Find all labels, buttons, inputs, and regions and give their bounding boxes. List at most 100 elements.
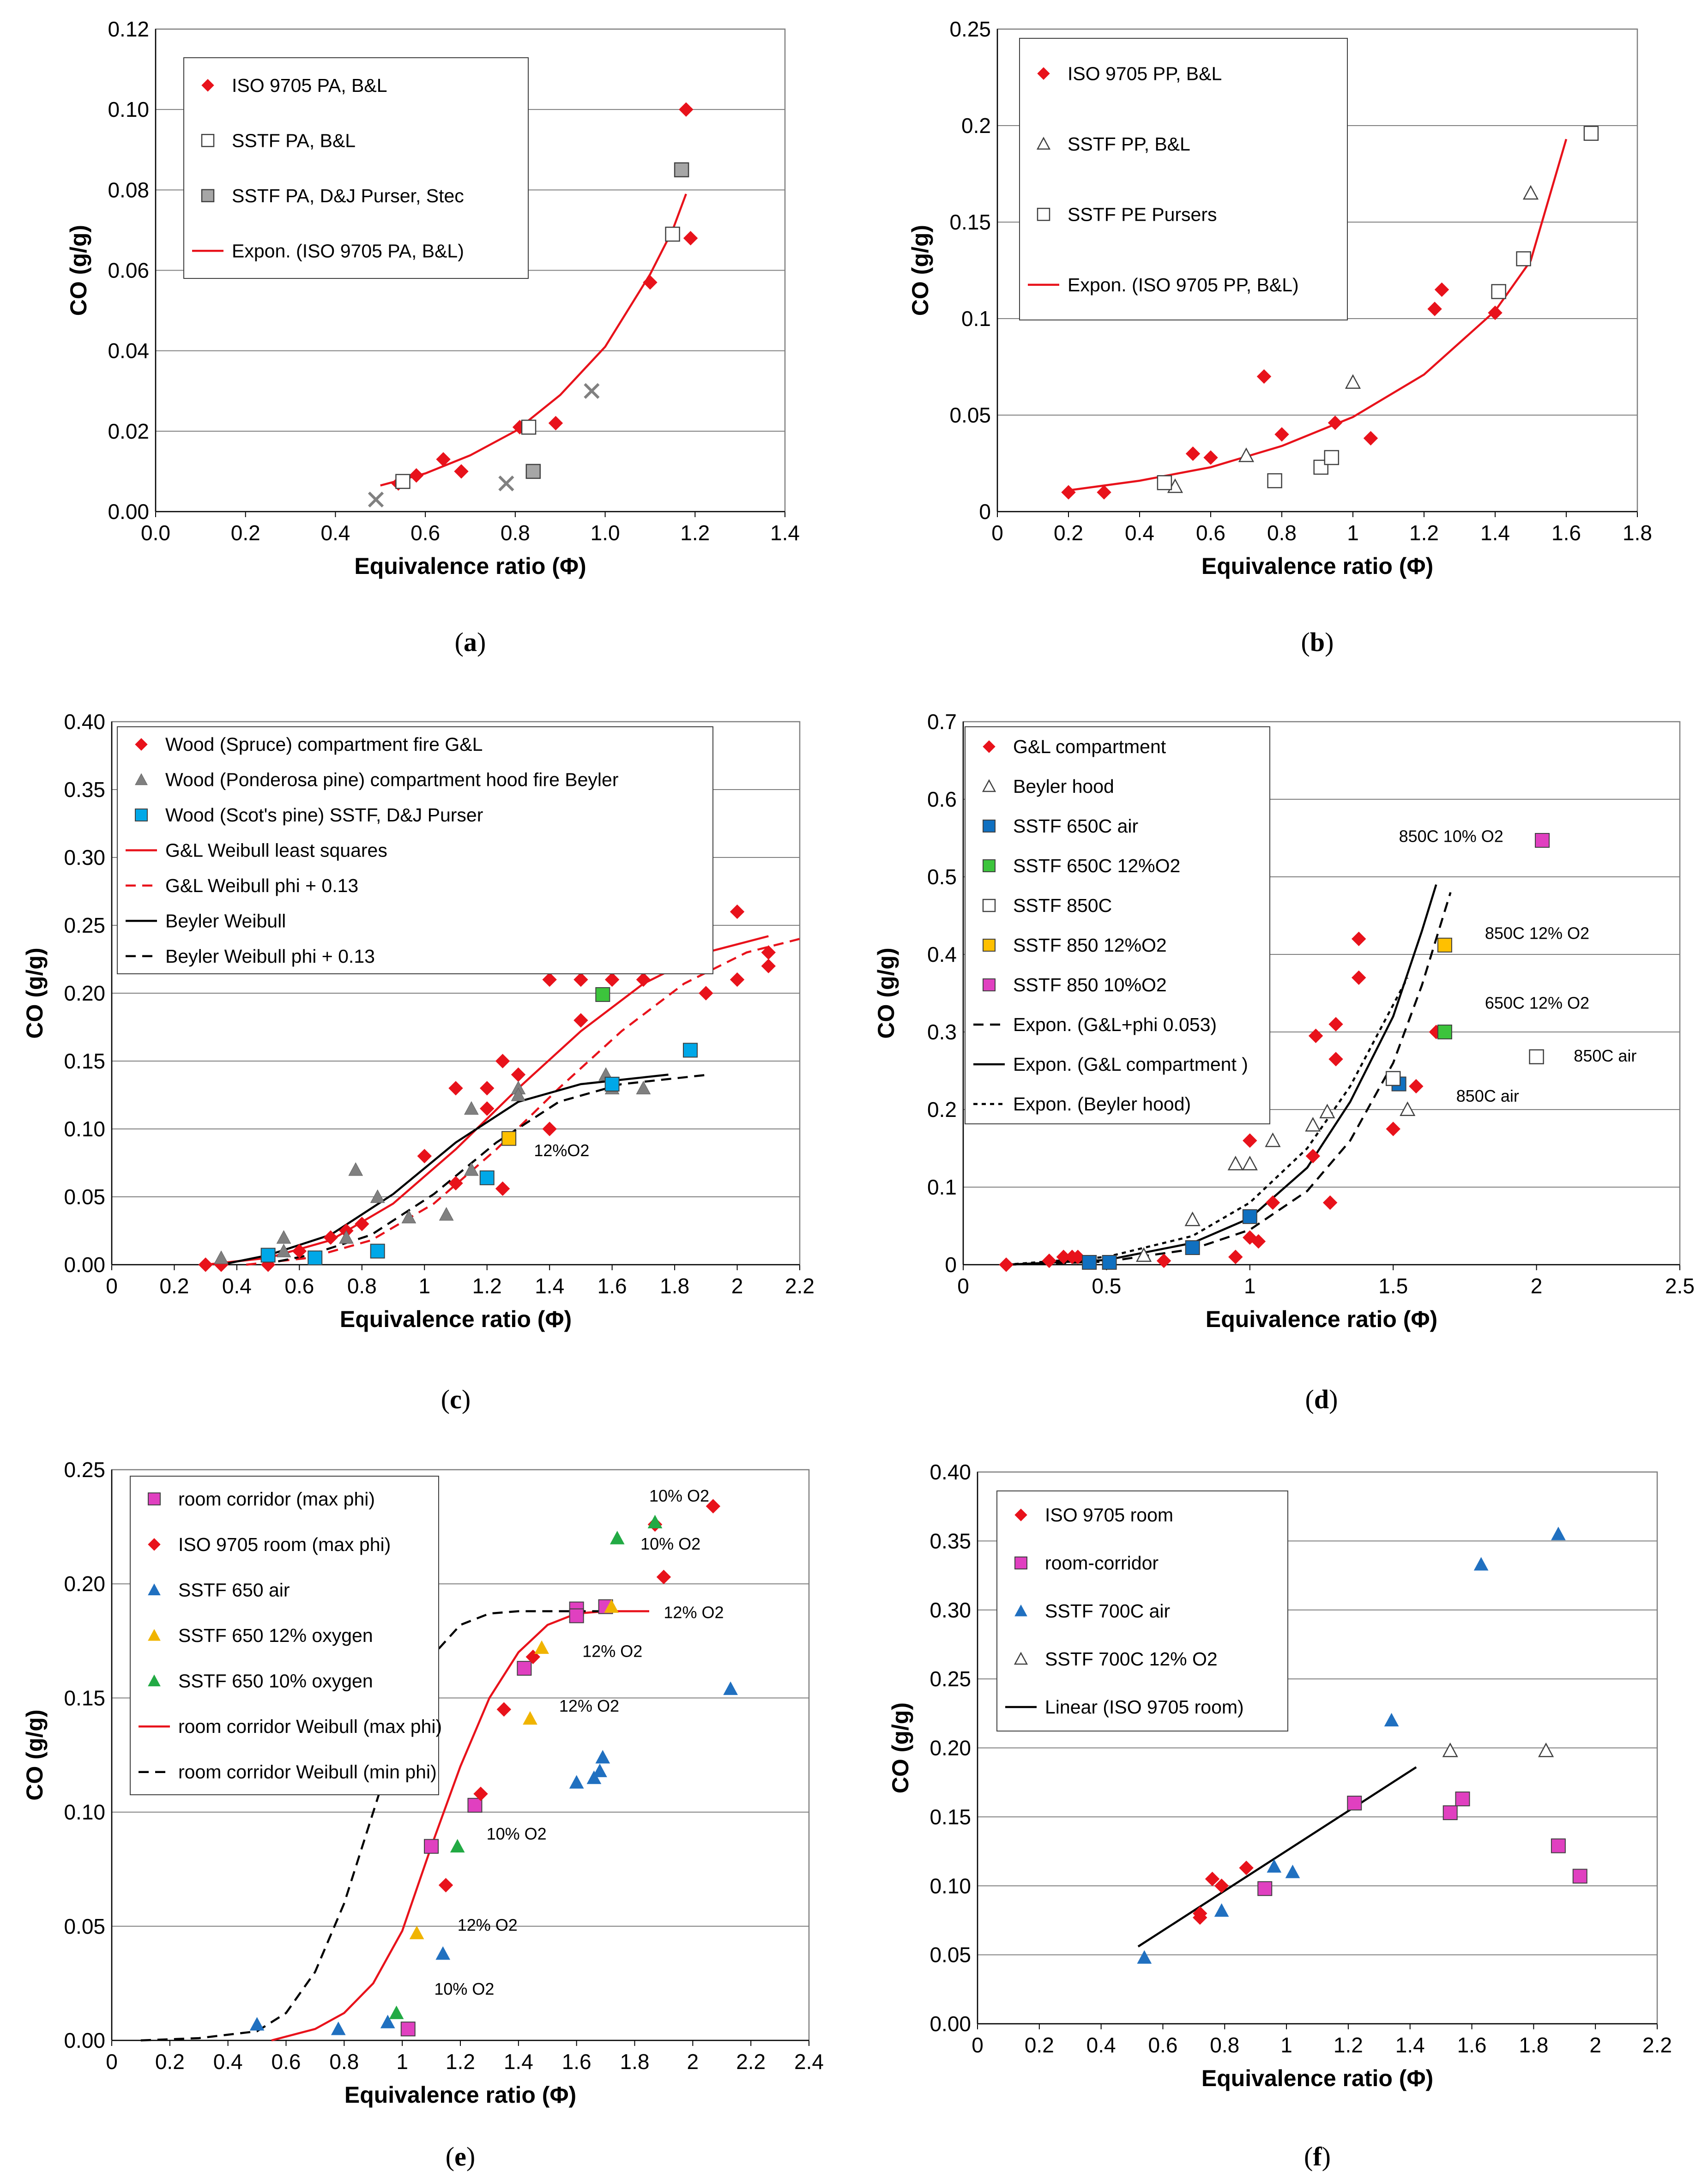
- x-axis-title: Equivalence ratio (Φ): [1201, 553, 1433, 579]
- data-point: [1097, 485, 1111, 500]
- data-point: [604, 1076, 620, 1092]
- data-point: [409, 468, 424, 483]
- data-point: [1322, 1195, 1338, 1210]
- data-point: [473, 1786, 488, 1801]
- data-point: [1583, 126, 1599, 141]
- data-point: [656, 1569, 671, 1585]
- y-axis-title: CO (g/g): [907, 225, 933, 316]
- fit-line: [140, 1610, 606, 2042]
- legend-label: Expon. (G&L+phi 0.053): [1013, 1014, 1217, 1035]
- x-tick-label: 0.8: [1210, 2033, 1239, 2057]
- data-point: [1102, 1255, 1117, 1270]
- x-tick-label: 1.8: [660, 1274, 689, 1298]
- x-tick-label: 0: [972, 2033, 984, 2057]
- legend-label: SSTF 650C 12%O2: [1013, 855, 1180, 876]
- data-point: [542, 972, 557, 987]
- data-point: [380, 2015, 395, 2028]
- legend-label: Beyler hood: [1013, 776, 1114, 797]
- x-tick-label: 1.8: [1519, 2033, 1548, 2057]
- legend-label: ISO 9705 room (max phi): [178, 1534, 391, 1555]
- legend-label: SSTF 850 12%O2: [1013, 935, 1167, 956]
- x-tick-label: 0.2: [1025, 2033, 1054, 2057]
- panel-label-letter: f: [1313, 2142, 1322, 2172]
- y-tick-label: 0.15: [929, 1805, 971, 1829]
- panel-label-letter: b: [1310, 627, 1325, 657]
- annotation-label: 12% O2: [664, 1603, 724, 1622]
- data-point: [1400, 1101, 1416, 1116]
- fit-line: [1006, 892, 1452, 1266]
- chart-panel-d: 0 0.1 0.2 0.3 0.4 0.5 0.6 0.7 0 0.5 1 1.5 2 2.5 Equiva…: [873, 710, 1695, 1414]
- legend-marker: [983, 978, 996, 991]
- data-point: [573, 1013, 588, 1028]
- y-tick-label: 0.25: [949, 17, 991, 41]
- data-point: [292, 1243, 307, 1259]
- y-tick-label: 0.6: [927, 787, 957, 811]
- data-point: [674, 162, 689, 178]
- x-tick-label: 1.4: [504, 2050, 533, 2074]
- panel-label: (b): [1301, 627, 1334, 657]
- data-point: [1516, 251, 1531, 266]
- y-tick-label: 0.05: [949, 403, 991, 427]
- legend-label: SSTF 850 10%O2: [1013, 974, 1167, 995]
- x-tick-label: 0.8: [501, 521, 530, 545]
- data-point: [534, 1640, 549, 1654]
- data-point: [1082, 1255, 1097, 1270]
- data-point: [438, 1878, 453, 1893]
- data-point: [1308, 1028, 1323, 1044]
- data-point: [604, 972, 620, 987]
- legend-marker: [1036, 137, 1051, 150]
- data-point: [1324, 450, 1340, 465]
- data-point: [1409, 1079, 1424, 1094]
- data-point: [417, 1149, 432, 1164]
- data-point: [454, 464, 469, 479]
- y-tick-label: 0.1: [961, 307, 991, 331]
- data-point: [1437, 1025, 1452, 1039]
- x-tick-label: 2.2: [785, 1274, 815, 1298]
- x-tick-label: 1.4: [770, 521, 800, 545]
- data-point: [409, 1925, 424, 1939]
- x-axis-title: Equivalence ratio (Φ): [1201, 2065, 1433, 2091]
- panel-label: (d): [1305, 1384, 1338, 1414]
- x-tick-label: 0.2: [231, 521, 260, 545]
- x-axis-title: Equivalence ratio (Φ): [344, 2082, 576, 2108]
- data-point: [1157, 475, 1172, 490]
- y-tick-label: 0.25: [64, 913, 105, 937]
- legend-marker: [1014, 1604, 1027, 1617]
- y-tick-label: 0.05: [929, 1943, 971, 1967]
- data-point: [1185, 446, 1201, 461]
- panel-label-close: ): [477, 627, 486, 657]
- y-tick-label: 0.35: [64, 778, 105, 802]
- legend-label: Wood (Ponderosa pine) compartment hood f…: [165, 769, 618, 790]
- chart-panel-f: 0.00 0.05 0.10 0.15 0.20 0.25 0.30 0.35 0.40 0 0.2…: [887, 1460, 1672, 2172]
- panel-label-letter: d: [1314, 1384, 1329, 1414]
- annotation-label: 10% O2: [487, 1824, 547, 1843]
- x-tick-label: 1: [1280, 2033, 1292, 2057]
- data-point: [214, 1250, 229, 1264]
- x-tick-label: 2: [687, 2050, 699, 2074]
- data-point: [604, 1599, 619, 1613]
- data-point: [1363, 431, 1378, 446]
- x-tick-label: 1.5: [1378, 1274, 1408, 1298]
- data-point: [683, 231, 698, 246]
- data-point: [525, 464, 541, 479]
- y-tick-label: 0.10: [108, 97, 149, 121]
- data-point: [249, 2017, 265, 2031]
- data-point: [276, 1230, 291, 1244]
- legend-label: SSTF 650 10% oxygen: [178, 1671, 373, 1692]
- legend-marker: [983, 820, 996, 833]
- data-point: [1305, 1116, 1321, 1132]
- data-point: [401, 1210, 416, 1224]
- y-tick-label: 0.15: [64, 1049, 105, 1073]
- data-point: [480, 1081, 495, 1096]
- data-point: [439, 1207, 454, 1221]
- y-axis-title: CO (g/g): [22, 947, 48, 1038]
- legend-marker: [148, 1629, 161, 1641]
- x-tick-label: 0.4: [222, 1274, 252, 1298]
- data-point: [467, 1798, 483, 1813]
- data-point: [1185, 1240, 1200, 1255]
- data-point: [1238, 447, 1255, 462]
- data-point: [723, 1681, 738, 1695]
- x-tick-label: 1: [1244, 1274, 1256, 1298]
- x-tick-label: 0.6: [272, 2050, 301, 2074]
- x-tick-label: 1.6: [562, 2050, 591, 2074]
